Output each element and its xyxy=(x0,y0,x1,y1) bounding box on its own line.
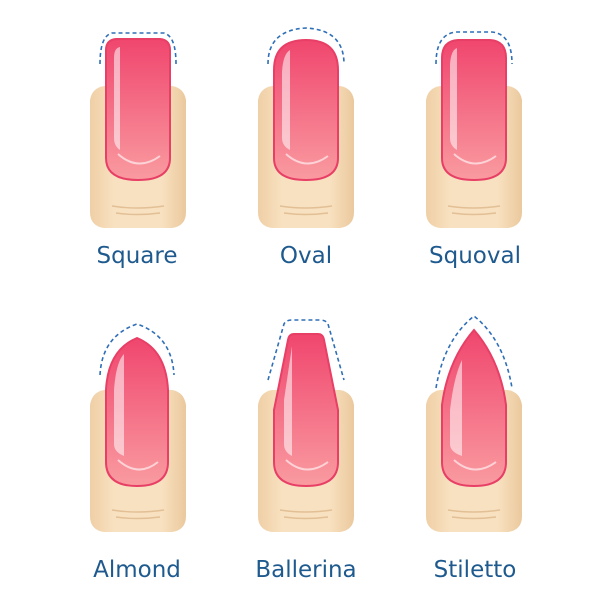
nail-label: Almond xyxy=(93,557,181,583)
dashed-outline xyxy=(99,32,177,65)
nail-oval: Oval xyxy=(258,27,354,269)
nail-shine xyxy=(285,459,329,471)
knuckle-lines xyxy=(111,205,165,216)
nail-shine xyxy=(117,153,161,165)
knuckle-lines xyxy=(447,509,501,520)
nail-highlight xyxy=(450,48,457,150)
nail-ballerina: Ballerina xyxy=(255,319,357,583)
nail-shine xyxy=(117,459,159,471)
nail-square: Square xyxy=(90,32,186,269)
nail-label: Oval xyxy=(280,243,332,269)
nail-highlight xyxy=(450,360,462,456)
nail-squoval: Squoval xyxy=(426,31,522,269)
dashed-outline xyxy=(435,31,513,65)
nail-stiletto: Stiletto xyxy=(426,314,522,583)
square-nail-icon xyxy=(105,38,171,182)
nail-shine xyxy=(285,153,329,165)
squoval-nail-icon xyxy=(441,39,507,182)
nail-highlight xyxy=(282,50,290,150)
ballerina-nail-icon xyxy=(273,333,339,488)
nail-label: Stiletto xyxy=(434,557,517,583)
nail-label: Square xyxy=(97,243,178,269)
nail-label: Squoval xyxy=(429,243,521,269)
nail-highlight xyxy=(114,47,120,150)
knuckle-lines xyxy=(111,509,165,520)
nail-highlight xyxy=(284,346,292,456)
knuckle-lines xyxy=(279,205,333,216)
knuckle-lines xyxy=(447,205,501,216)
nail-shine xyxy=(453,459,497,471)
nail-highlight xyxy=(114,354,124,456)
nail-label: Ballerina xyxy=(255,557,356,583)
knuckle-lines xyxy=(279,509,333,520)
nail-almond: Almond xyxy=(90,323,186,583)
dashed-outline xyxy=(267,27,345,65)
dashed-outline xyxy=(99,323,175,376)
nail-shine xyxy=(453,153,497,165)
